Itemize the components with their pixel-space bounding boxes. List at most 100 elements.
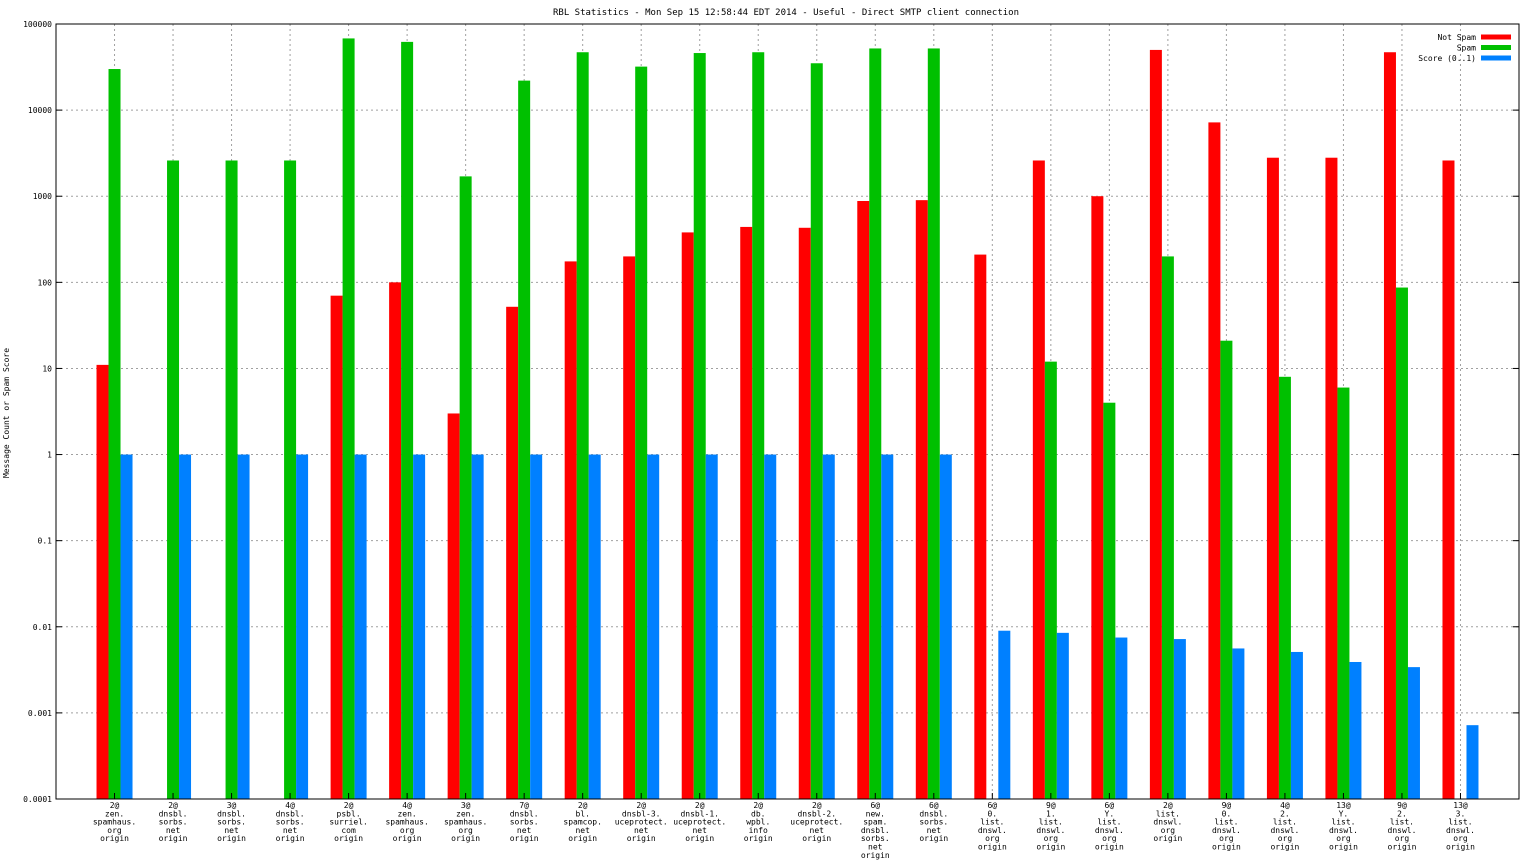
x-tick-label-line: 2.	[1397, 809, 1407, 818]
x-tick-label-line: list.	[980, 818, 1004, 827]
bar-spam	[1337, 387, 1350, 799]
x-tick-label-line: 0.	[987, 809, 997, 818]
x-tick-label-line: net	[224, 826, 239, 835]
bar-spam	[869, 48, 882, 800]
x-tick-label-line: 3@	[227, 801, 237, 810]
x-tick-label-line: origin	[685, 834, 714, 843]
x-tick-label-line: origin	[1329, 843, 1358, 852]
x-tick-label-line: 2@	[578, 801, 588, 810]
x-tick-label-line: org	[1453, 834, 1468, 843]
x-tick-label-line: origin	[861, 851, 890, 860]
x-tick-label-line: uceprotect.	[615, 818, 668, 827]
bar-score-0-1	[530, 454, 543, 799]
bar-spam	[1103, 402, 1116, 799]
x-tick-label-line: org	[1044, 834, 1059, 843]
x-tick-label-line: dnswl.	[1388, 826, 1417, 835]
bar-spam	[635, 66, 648, 800]
x-tick-label-line: origin	[334, 834, 363, 843]
x-tick-label-line: origin	[451, 834, 480, 843]
x-tick-label-line: origin	[1153, 834, 1182, 843]
x-tick-label-line: org	[1395, 834, 1410, 843]
x-tick-label-line: net	[692, 826, 707, 835]
x-tick-label-line: bl.	[575, 809, 589, 818]
x-tick-label: 2@ list. dnswl. org origin	[1153, 801, 1182, 843]
bar-not-spam	[740, 226, 753, 799]
y-tick-label: 10	[42, 364, 52, 373]
x-tick-label-line: list.	[1039, 818, 1063, 827]
bar-spam	[167, 160, 180, 799]
bar-score-0-1	[881, 454, 894, 799]
x-tick-label-line: 6@	[987, 801, 997, 810]
bar-not-spam	[974, 254, 987, 799]
x-tick-label: 2@ dnsbl-3. uceprotect. net origin	[615, 801, 668, 843]
x-tick-label: 4@ zen. spamhaus. org origin	[385, 801, 428, 843]
x-tick-label-line: net	[283, 826, 298, 835]
x-tick-label: 2@ dnsbl. sorbs. net origin	[159, 801, 188, 843]
bar-spam	[576, 52, 589, 799]
bar-spam	[401, 41, 414, 799]
x-tick-label-line: dnswl.	[978, 826, 1007, 835]
x-tick-label-line: 7@	[519, 801, 529, 810]
x-tick-label-line: surriel.	[329, 818, 368, 827]
x-tick-label-line: 2@	[753, 801, 763, 810]
x-tick-label-line: 13@	[1453, 801, 1468, 810]
x-tick-label-line: dnswl.	[1095, 826, 1124, 835]
x-tick-label-line: list.	[1214, 818, 1238, 827]
bar-spam	[810, 63, 823, 800]
x-tick-label: 3@ zen. spamhaus. org origin	[444, 801, 487, 843]
x-tick-label-line: origin	[1036, 843, 1065, 852]
x-tick-label-line: org	[1102, 834, 1117, 843]
x-tick-label-line: origin	[276, 834, 305, 843]
x-tick-label-line: spamhaus.	[385, 818, 428, 827]
x-tick-label-line: dnswl.	[1036, 826, 1065, 835]
x-tick-label-line: origin	[510, 834, 539, 843]
bar-not-spam	[1325, 157, 1338, 800]
x-tick-label-line: origin	[1388, 843, 1417, 852]
y-tick-label: 100	[38, 278, 53, 287]
x-tick-label-line: org	[1278, 834, 1293, 843]
x-tick-label-line: 1.	[1046, 809, 1056, 818]
x-tick-label-line: dnswl.	[1153, 818, 1182, 827]
x-tick-label-line: org	[1219, 834, 1234, 843]
x-tick-label-line: Y.	[1105, 809, 1115, 818]
x-tick-label-line: wpbl.	[746, 818, 770, 827]
x-tick-label-line: net	[810, 826, 825, 835]
x-tick-label-line: db.	[751, 809, 765, 818]
x-tick-label: 3@ dnsbl. sorbs. net origin	[217, 801, 246, 843]
x-tick-label-line: origin	[744, 834, 773, 843]
chart-title: RBL Statistics - Mon Sep 15 12:58:44 EDT…	[553, 8, 1019, 18]
x-tick-label-line: 6@	[929, 801, 939, 810]
y-axis-label: Message Count or Spam Score	[2, 348, 11, 478]
y-tick-label: 1	[47, 451, 52, 460]
x-tick-label-line: 2@	[1163, 801, 1173, 810]
x-tick-label-line: org	[107, 826, 122, 835]
y-tick-label: 0.001	[28, 709, 52, 718]
bar-not-spam	[506, 306, 519, 799]
x-axis-ticks: 2@ zen. spamhaus. org origin 2@ dnsbl. sorbs. ne…	[93, 793, 1475, 860]
x-tick-label-line: dnsbl-3.	[622, 809, 661, 818]
x-tick-label-line: dnswl.	[1329, 826, 1358, 835]
x-tick-label-line: origin	[802, 834, 831, 843]
x-tick-label-line: origin	[1095, 843, 1124, 852]
x-tick-label-line: spamcop.	[563, 818, 602, 827]
x-tick-label: 2@ dnsbl-1. uceprotect. net origin	[673, 801, 726, 843]
bar-score-0-1	[1466, 725, 1479, 799]
x-tick-label: 2@ zen. spamhaus. org origin	[93, 801, 136, 843]
x-tick-label: 9@ 1. list. dnswl. org origin	[1036, 801, 1065, 852]
bar-spam	[1395, 287, 1408, 799]
bar-score-0-1	[1407, 667, 1420, 799]
plot-frame	[55, 23, 1520, 800]
x-tick-label-line: uceprotect.	[790, 818, 843, 827]
y-tick-label: 1000	[33, 192, 52, 201]
bar-score-0-1	[1232, 648, 1245, 799]
x-tick-label-line: 2@	[812, 801, 822, 810]
y-tick-label: 100000	[23, 20, 52, 29]
x-tick-label-line: org	[985, 834, 1000, 843]
x-tick-label-line: psbl.	[337, 809, 361, 818]
x-tick-label-line: 9@	[1222, 801, 1232, 810]
x-tick-label-line: dnswl.	[1212, 826, 1241, 835]
bar-spam	[284, 160, 297, 799]
x-tick-label: 6@ 0. list. dnswl. org origin	[978, 801, 1007, 852]
x-tick-label-line: info	[749, 826, 768, 835]
x-tick-label-line: sorbs.	[861, 834, 890, 843]
